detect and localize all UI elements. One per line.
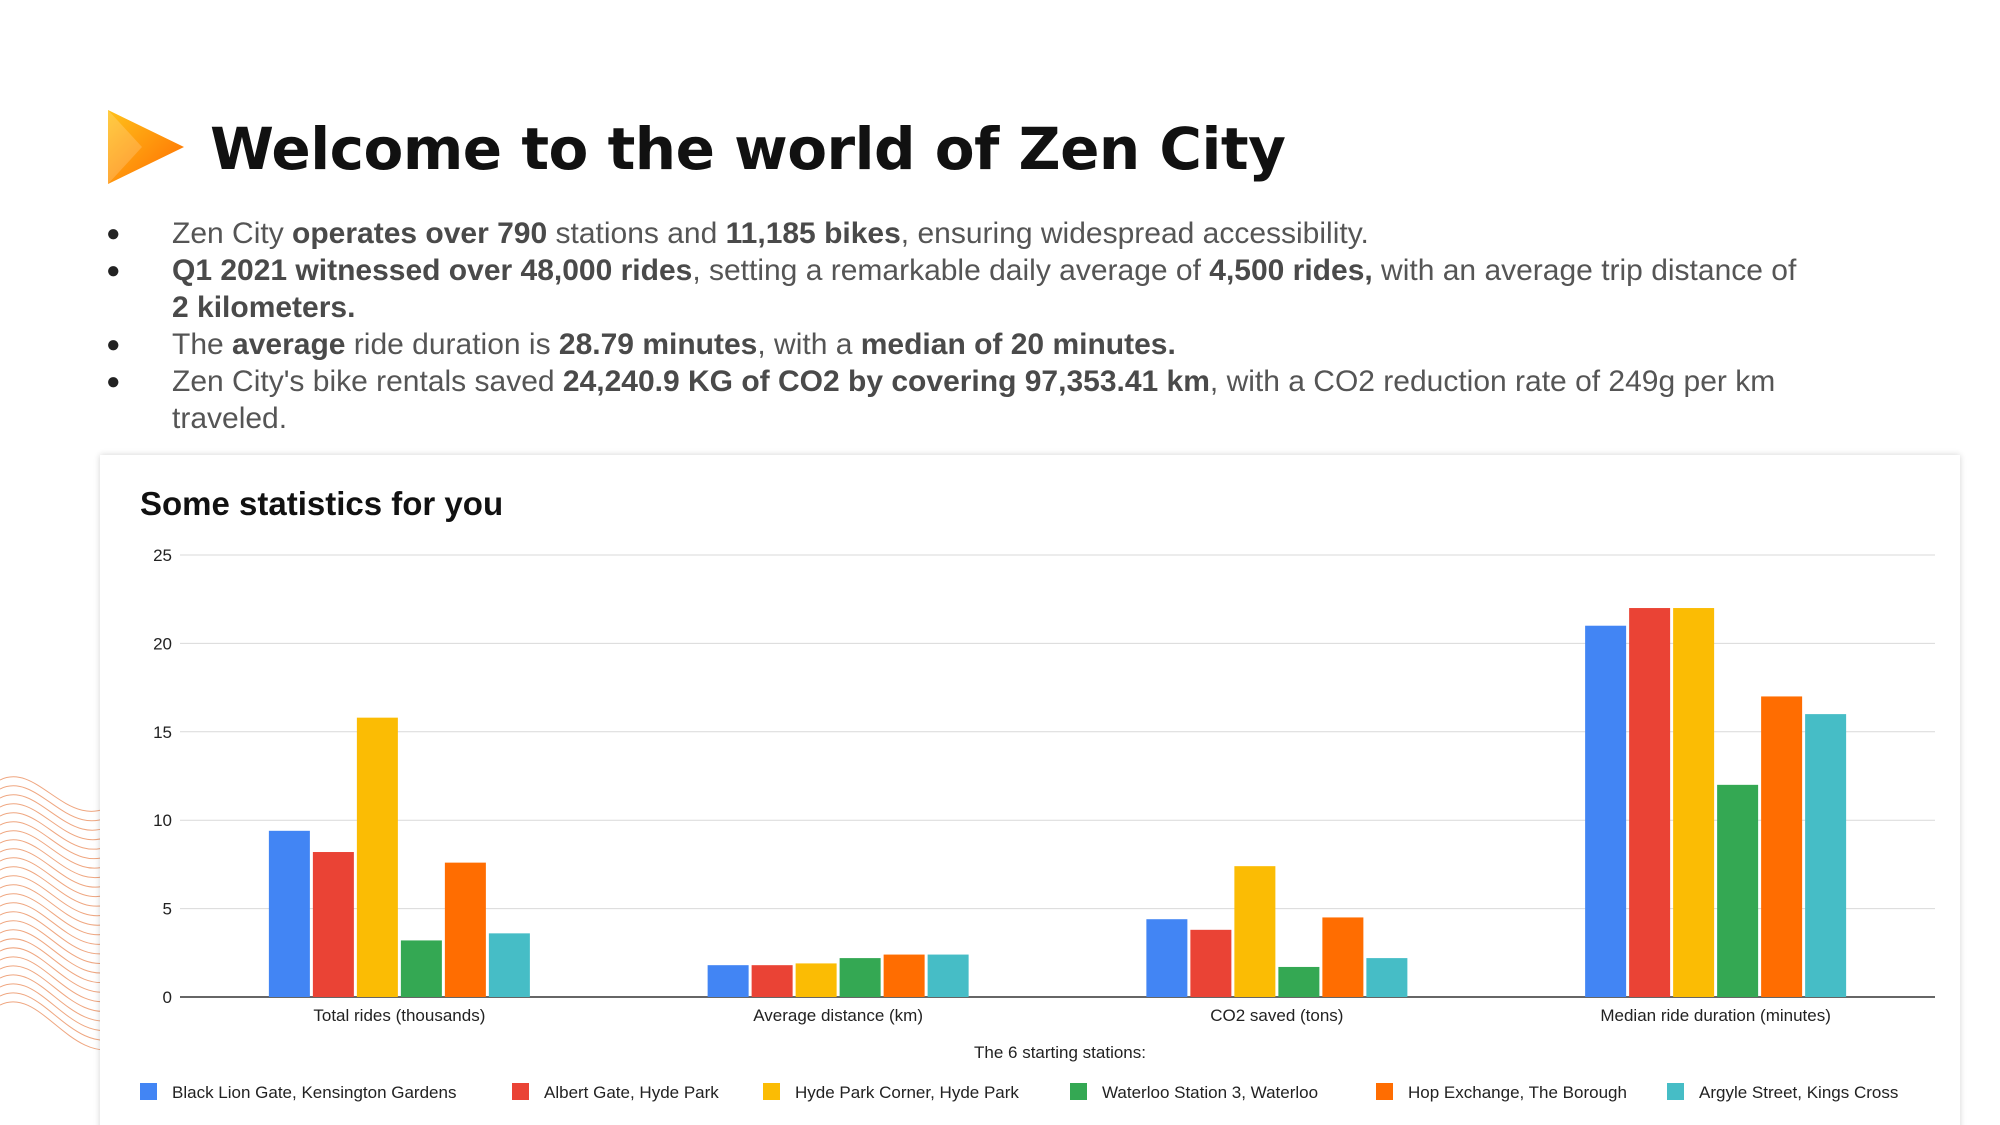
legend-label: Hyde Park Corner, Hyde Park [795,1083,1019,1102]
bullet-bold-text: 4,500 rides, [1209,254,1373,287]
bar [1234,866,1276,997]
bar [1190,929,1232,997]
bullet-text: Zen City's bike rentals saved [172,365,563,398]
bar [1673,608,1715,997]
bar [1278,966,1320,997]
bullet-dot: ● [106,220,121,247]
legend-swatch [512,1083,529,1100]
bar [268,830,310,997]
bar [795,963,837,997]
legend-item: Hyde Park Corner, Hyde Park [763,1083,1019,1102]
bar [1805,714,1847,997]
x-category-label: Average distance (km) [753,1006,923,1025]
legend-label: Argyle Street, Kings Cross [1699,1083,1898,1102]
bullet-dot: ● [106,257,121,284]
legend-item: Albert Gate, Hyde Park [512,1083,719,1102]
y-tick-label: 10 [153,811,172,830]
bullet-text: The [172,328,233,361]
bar [488,933,530,997]
bullet-item: ● Zen City's bike rentals saved 24,240.9 … [100,363,1820,437]
bullet-text: ride duration is [345,328,559,361]
bullet-text: stations and [547,217,726,250]
chart-card: Some statistics for you 0 5 10 15 20 25 Total… [100,455,1960,1125]
play-logo-icon [108,110,184,184]
bullet-bold-text: operates over 790 [292,217,548,250]
bullet-text: , setting a remarkable daily average of [692,254,1210,287]
bar [1761,696,1803,997]
bullet-item: ● Zen City operates over 790 stations and… [100,215,1820,252]
legend-swatch [140,1083,157,1100]
bullet-text: , with a CO2 reduction rate of 249g per … [172,365,1776,435]
legend-swatch [1667,1083,1684,1100]
bar [707,965,749,997]
bullet-text: with an average trip distance of [1372,254,1797,287]
chart-title: Some statistics for you [140,485,503,522]
bar [1585,625,1627,997]
legend-label: Waterloo Station 3, Waterloo [1102,1083,1318,1102]
bullet-bold-text: 24,240.9 KG of CO2 by covering 97,353.41… [562,365,1210,398]
bullet-dot: ● [106,331,121,358]
bar [1629,608,1671,997]
bullet-bold-text: Q1 2021 witnessed over 48,000 rides [172,254,693,287]
bar [927,954,969,997]
bullet-dot: ● [106,368,121,395]
bar [1146,919,1188,997]
bar [883,954,925,997]
bullet-bold-text: 2 kilometers. [172,291,356,324]
y-tick-label: 15 [153,723,172,742]
x-category-label: Median ride duration (minutes) [1600,1006,1831,1025]
legend-item: Black Lion Gate, Kensington Gardens [140,1083,456,1102]
legend-label: Albert Gate, Hyde Park [544,1083,719,1102]
bullet-text: , ensuring widespread accessibility. [900,217,1369,250]
legend-label: Black Lion Gate, Kensington Gardens [172,1083,456,1102]
bar [400,940,442,997]
legend-swatch [1070,1083,1087,1100]
bar [1366,958,1408,997]
bar [1322,917,1364,997]
bullet-list: ● Zen City operates over 790 stations and… [100,215,1820,437]
bar [1717,784,1759,997]
legend-swatch [763,1083,780,1100]
legend-title: The 6 starting stations: [974,1043,1146,1062]
legend-item: Hop Exchange, The Borough [1376,1083,1627,1102]
bullet-bold-text: average [232,328,346,361]
legend-swatch [1376,1083,1393,1100]
bullet-bold-text: 11,185 bikes [725,217,901,250]
bar [312,852,354,997]
bullet-text: , with a [757,328,861,361]
bar [751,965,793,997]
x-category-label: Total rides (thousands) [313,1006,485,1025]
slide-title: Welcome to the world of Zen City [210,115,1286,183]
bar-chart: Some statistics for you 0 5 10 15 20 25 Total… [140,485,1935,1102]
y-tick-label: 20 [153,634,172,653]
legend-item: Waterloo Station 3, Waterloo [1070,1083,1318,1102]
bar [839,958,881,997]
bullet-bold-text: 28.79 minutes [558,328,758,361]
bullet-item: ● The average ride duration is 28.79 minu… [100,326,1820,363]
y-tick-label: 5 [163,900,172,919]
bullet-bold-text: median of 20 minutes. [860,328,1176,361]
legend-item: Argyle Street, Kings Cross [1667,1083,1898,1102]
bar [356,717,398,997]
legend-label: Hop Exchange, The Borough [1408,1083,1627,1102]
bullet-text: Zen City [172,217,293,250]
bar [444,862,486,997]
x-category-label: CO2 saved (tons) [1210,1006,1343,1025]
y-tick-label: 0 [163,988,172,1007]
y-tick-label: 25 [153,546,172,565]
bullet-item: ● Q1 2021 witnessed over 48,000 rides, se… [100,252,1820,326]
